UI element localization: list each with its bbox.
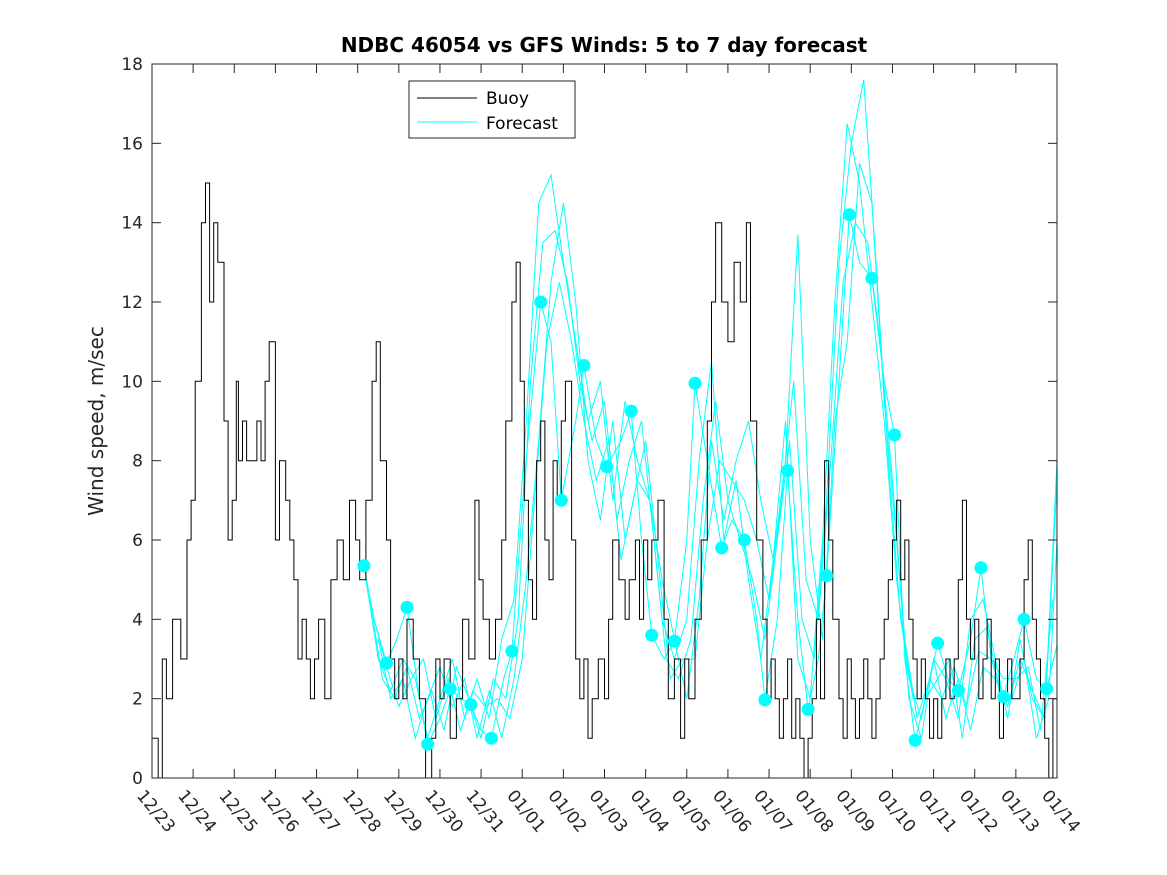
- forecast-marker: [1040, 682, 1054, 696]
- forecast-marker: [865, 271, 879, 285]
- y-axis-ticks: 0 2 4 6 8 10 12 14 16 18: [121, 55, 1057, 789]
- forecast-marker: [737, 533, 751, 547]
- y-tick-label: 16: [121, 134, 143, 154]
- forecast-marker: [400, 600, 414, 614]
- forecast-marker: [801, 702, 815, 716]
- forecast-marker: [908, 733, 922, 747]
- forecast-line-1: [363, 214, 1058, 746]
- y-tick-label: 12: [121, 293, 143, 313]
- forecast-marker: [715, 541, 729, 555]
- forecast-marker: [758, 693, 772, 707]
- y-tick-label: 18: [121, 55, 143, 75]
- forecast-marker: [951, 684, 965, 698]
- forecast-marker: [781, 464, 795, 478]
- legend-forecast-label: Forecast: [486, 114, 558, 134]
- buoy-line-group: [152, 182, 1057, 779]
- y-tick-label: 6: [132, 531, 143, 551]
- forecast-markers: [357, 208, 1054, 751]
- y-tick-label: 8: [132, 452, 143, 472]
- forecast-marker: [577, 359, 591, 372]
- forecast-marker: [534, 295, 548, 309]
- forecast-marker: [357, 559, 371, 573]
- y-tick-label: 2: [132, 690, 143, 710]
- forecast-marker: [974, 561, 988, 575]
- forecast-marker: [624, 404, 638, 418]
- forecast-marker: [820, 569, 834, 583]
- buoy-line: [152, 182, 1057, 779]
- legend-buoy-label: Buoy: [486, 89, 529, 109]
- forecast-line-4: [373, 221, 1054, 733]
- forecast-marker: [600, 460, 614, 474]
- y-tick-label: 14: [121, 214, 143, 234]
- forecast-line-5: [377, 163, 1058, 741]
- chart-title: NDBC 46054 vs GFS Winds: 5 to 7 day fore…: [341, 33, 868, 57]
- forecast-marker: [1017, 612, 1031, 626]
- forecast-marker: [421, 737, 435, 751]
- y-tick-label: 0: [132, 769, 143, 789]
- forecast-marker: [888, 428, 901, 442]
- forecast-marker: [667, 634, 681, 648]
- forecast-marker: [484, 731, 498, 745]
- forecast-marker: [931, 636, 945, 650]
- legend: Buoy Forecast: [408, 80, 576, 139]
- forecast-marker: [688, 376, 702, 390]
- y-axis-label: Wind speed, m/sec: [84, 326, 108, 516]
- forecast-marker: [997, 690, 1010, 704]
- forecast-marker: [645, 628, 659, 642]
- y-tick-label: 4: [132, 610, 143, 630]
- forecast-marker: [380, 656, 393, 670]
- forecast-marker: [554, 493, 568, 507]
- legend-box: [408, 80, 576, 139]
- forecast-marker: [443, 682, 457, 696]
- forecast-marker: [464, 698, 478, 712]
- forecast-marker: [842, 208, 856, 222]
- y-tick-label: 10: [121, 372, 143, 392]
- forecast-marker: [505, 644, 519, 658]
